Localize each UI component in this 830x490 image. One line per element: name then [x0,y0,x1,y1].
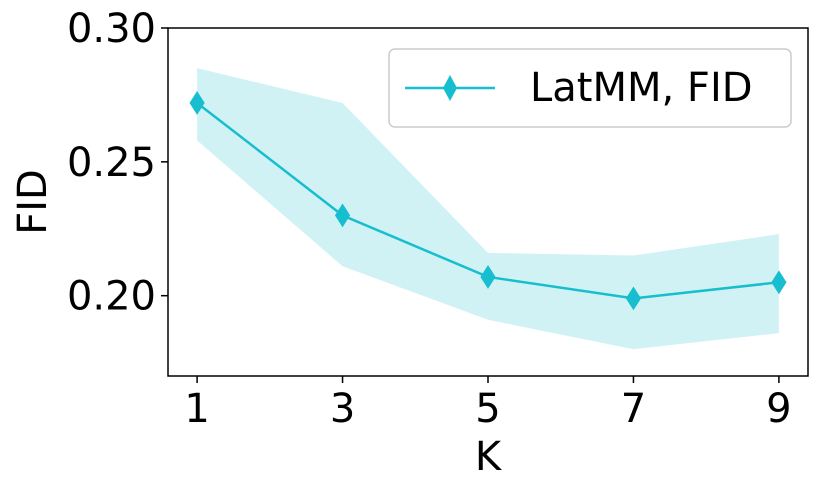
data-point [625,286,642,311]
data-point [189,91,205,115]
data-point [771,270,787,295]
data-point [480,265,496,289]
y-tick-label: 0.30 [67,6,156,52]
legend-box [388,48,792,128]
series-marker-layer [189,91,787,311]
x-axis-label: K [475,434,503,480]
x-tick-label: 3 [330,386,355,432]
y-tick-label: 0.20 [67,274,156,320]
y-axis-ticks: 0.20 0.25 0.30 [67,6,168,320]
legend: LatMM, FID [388,48,792,128]
confidence-band-layer [197,68,779,350]
confidence-band [197,68,779,350]
legend-entry-label: LatMM, FID [530,65,753,111]
y-tick-label: 0.25 [67,140,156,186]
x-tick-label: 9 [766,386,791,432]
x-tick-label: 1 [184,386,209,432]
x-tick-label: 7 [621,386,646,432]
y-axis-label: FID [10,169,56,235]
x-axis-ticks: 1 3 5 7 9 [184,376,792,432]
x-tick-label: 5 [475,386,500,432]
data-point [334,203,351,228]
legend-diamond-marker [443,75,457,101]
